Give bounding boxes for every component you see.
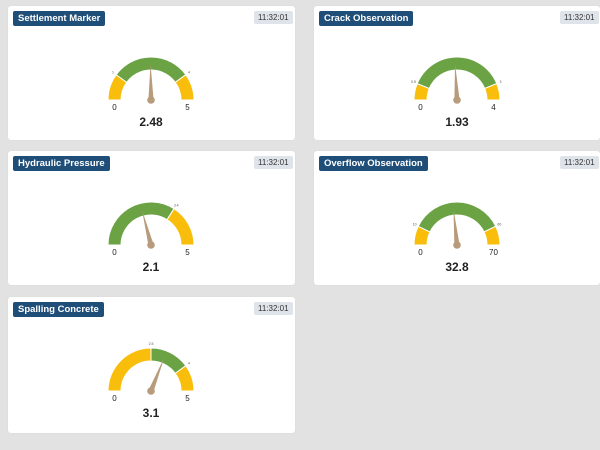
gauge-needle [148,357,165,392]
widget-title: Crack Observation [319,11,414,26]
gauge-needle-hub [147,96,155,104]
gauge-band-warning [166,207,195,246]
gauge-band-warning [483,225,501,246]
gauge-value: 1.93 [445,115,469,129]
widget-timestamp: 11:32:01 [254,156,293,169]
gauge-min-label: 0 [112,103,117,112]
gauge-value: 2.48 [139,115,163,129]
gauge-max-label: 4 [491,103,496,112]
gauge-needle-hub [453,241,461,249]
gauge-chart: 3.4 0 5 2.1 [107,201,195,274]
gauge-value: 3.1 [143,406,160,420]
gauge-needle [454,64,460,101]
gauge-threshold-label: 4 [188,70,190,74]
gauge-value: 2.1 [143,260,160,274]
gauge-threshold-label: 60 [497,223,501,227]
gauge-threshold-label: 3.4 [174,203,179,207]
gauge-band-normal [107,201,175,246]
gauge-needle [142,210,154,246]
gauge-max-label: 70 [489,248,498,257]
widget-settlement-marker[interactable]: Settlement Marker 11:32:01 1 4 0 5 2.48 [8,6,295,140]
widget-title: Hydraulic Pressure [13,156,110,171]
gauge-needle-hub [147,387,155,395]
gauge-min-label: 0 [112,248,117,257]
widget-crack-observation[interactable]: Crack Observation 11:32:01 0.5 3 0 4 1.93 [314,6,600,140]
gauge-chart: 1 4 0 5 2.48 [107,56,195,129]
gauge-band-normal [417,201,497,233]
widget-timestamp: 11:32:01 [254,11,293,24]
gauge-needle-hub [147,241,155,249]
gauge-band-warning [107,347,152,392]
gauge-chart: 10 60 0 70 32.8 [413,201,501,274]
gauge-chart: 0.5 3 0 4 1.93 [411,56,501,129]
widget-title: Settlement Marker [13,11,106,26]
widget-hydraulic-pressure[interactable]: Hydraulic Pressure 11:32:01 3.4 0 5 2.1 [8,151,295,285]
gauge-max-label: 5 [185,248,190,257]
widget-timestamp: 11:32:01 [254,302,293,315]
gauge-needle [148,64,154,101]
gauge-threshold-label: 10 [413,223,417,227]
gauge-threshold-label: 2.5 [149,342,154,346]
widget-timestamp: 11:32:01 [560,11,599,24]
gauge-value: 32.8 [445,260,469,274]
gauge-band-warning [484,82,501,101]
gauge-band-warning [174,365,195,392]
widget-title: Overflow Observation [319,156,428,171]
widget-title: Spalling Concrete [13,302,104,317]
widget-overflow-observation[interactable]: Overflow Observation 11:32:01 10 60 0 70 32.… [314,151,600,285]
gauge-threshold-label: 1 [112,70,114,74]
gauge-needle-hub [453,96,461,104]
gauge-min-label: 0 [418,248,423,257]
gauge-max-label: 5 [185,103,190,112]
gauge-max-label: 5 [185,394,190,403]
gauge-needle [453,209,460,246]
gauge-threshold-label: 0.5 [411,80,416,84]
gauge-threshold-label: 3 [499,80,501,84]
widget-timestamp: 11:32:01 [560,156,599,169]
gauge-min-label: 0 [418,103,423,112]
gauge-threshold-label: 4 [188,361,190,365]
gauge-chart: 2.5 4 0 5 3.1 [107,342,195,420]
gauge-min-label: 0 [112,394,117,403]
gauge-band-warning [174,74,195,101]
widget-spalling-concrete[interactable]: Spalling Concrete 11:32:01 2.5 4 0 5 3.1 [8,297,295,433]
